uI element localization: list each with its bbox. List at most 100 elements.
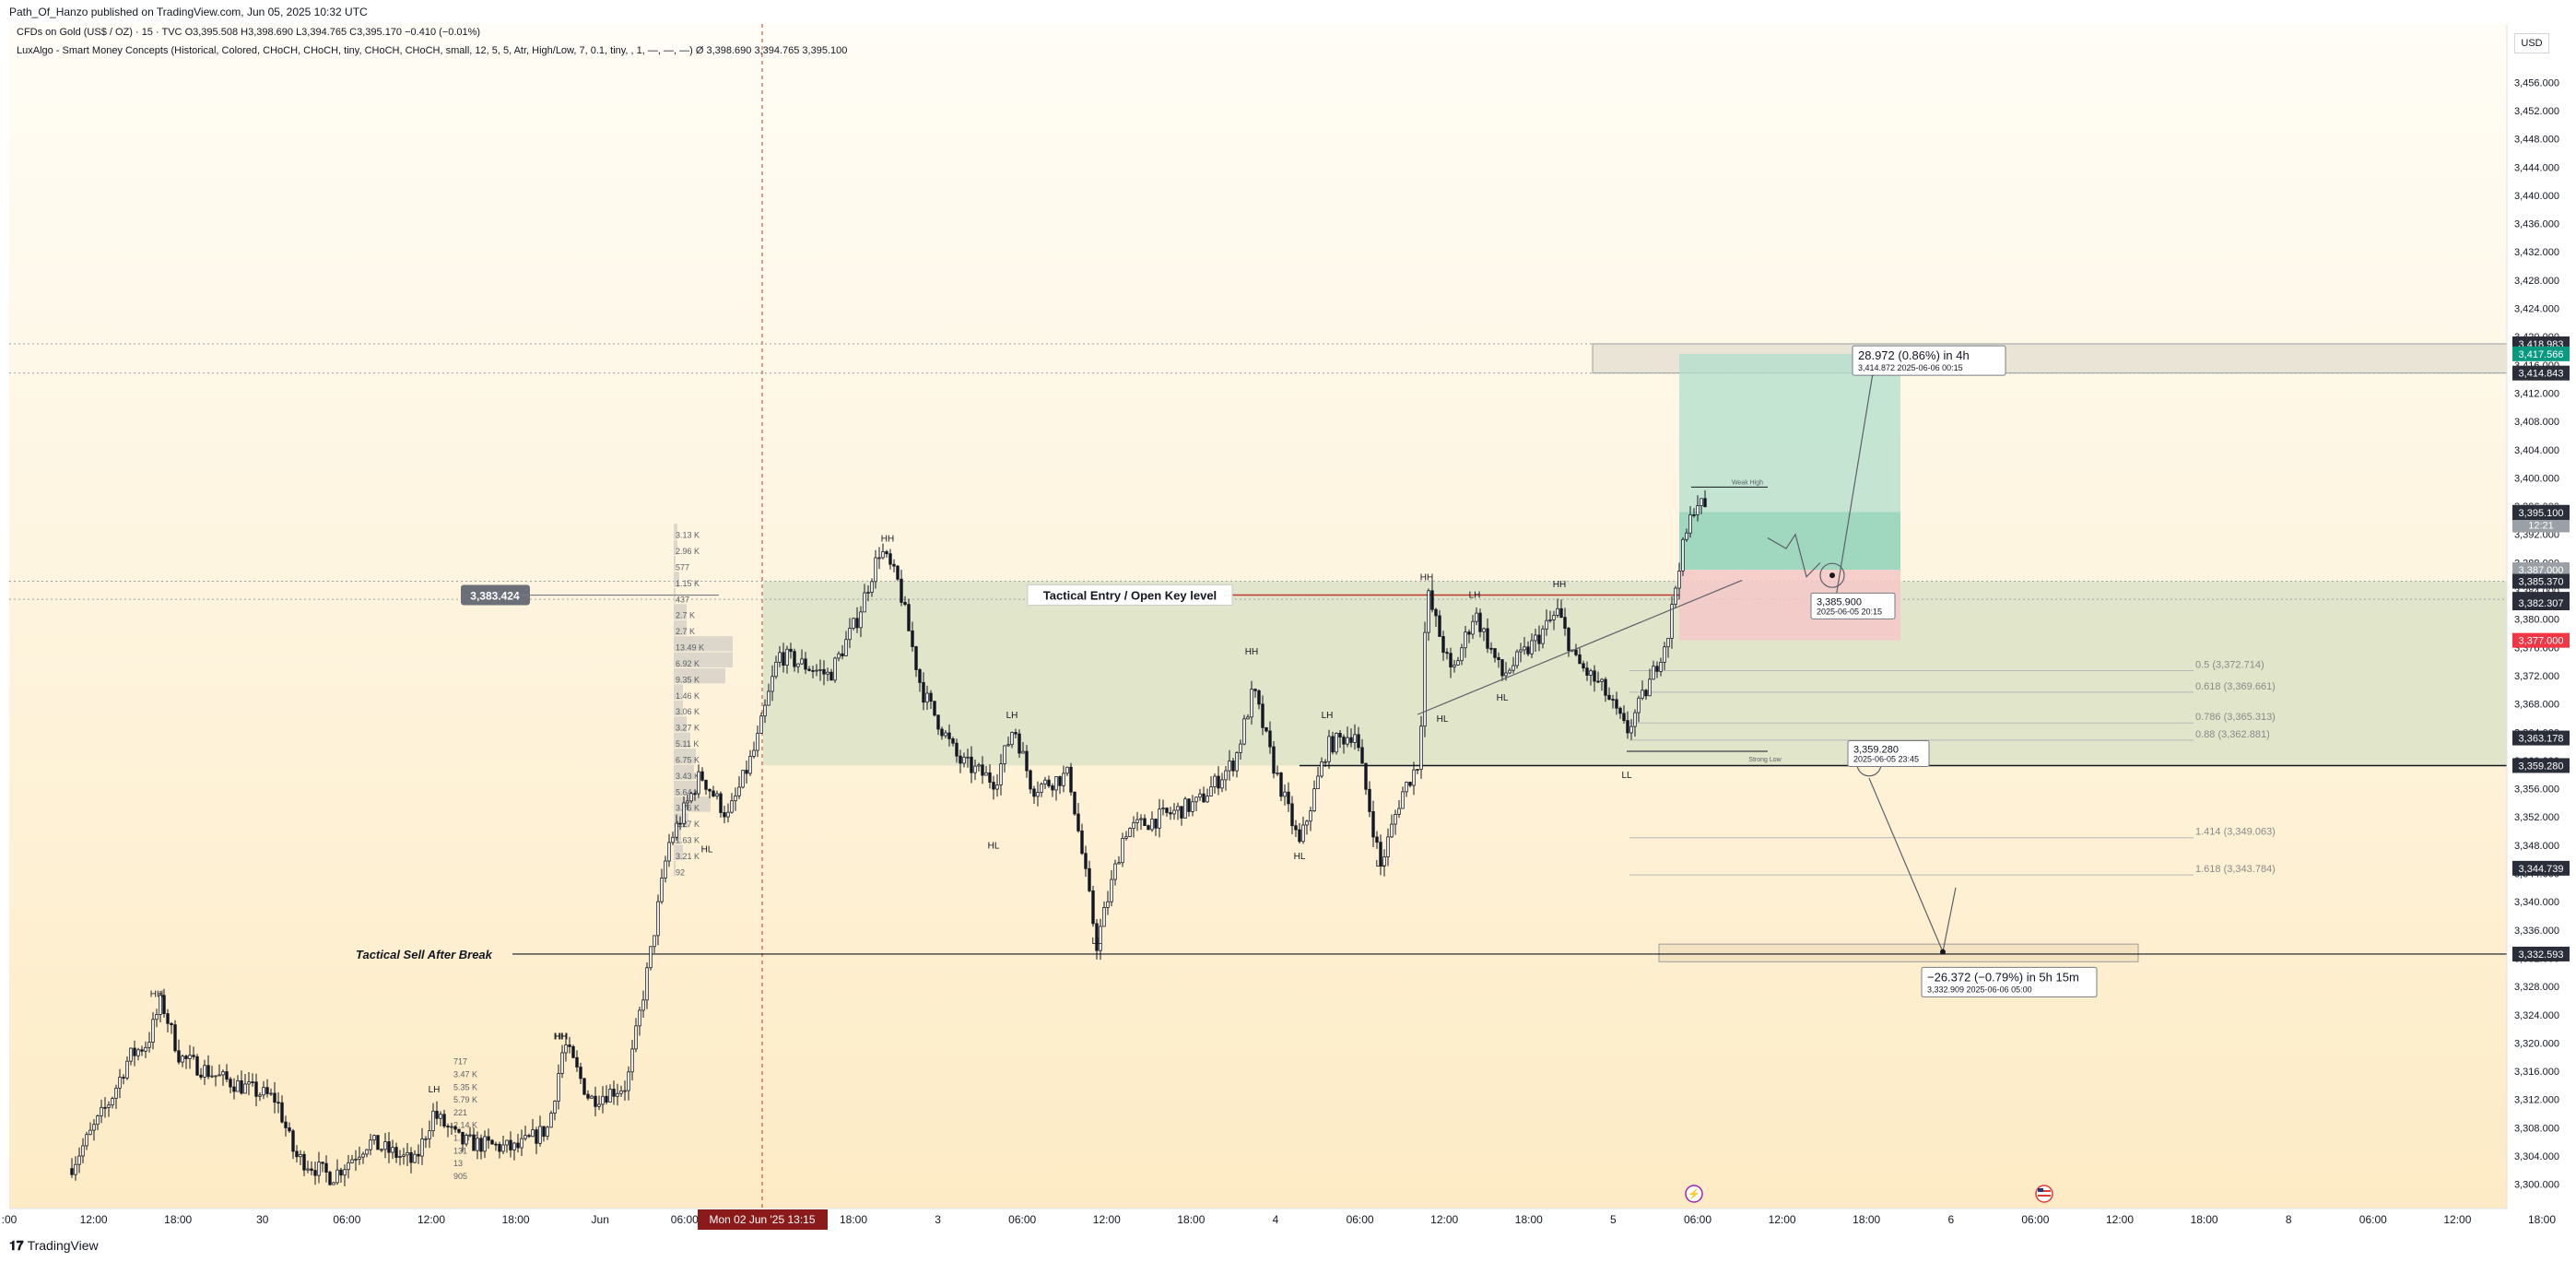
target-circle[interactable] — [1819, 562, 1845, 588]
candle-body-up — [258, 1094, 262, 1097]
candle-body-down — [1169, 812, 1172, 815]
volume-profile-bar — [674, 556, 676, 572]
volume-profile-bar — [674, 700, 683, 716]
candle — [509, 1131, 512, 1158]
projection-arrow-up[interactable] — [1833, 372, 1874, 609]
time-tick-label: 12:00 — [418, 1213, 445, 1226]
candle-body-up — [1099, 926, 1102, 951]
price-tick-label: 3,320.000 — [2514, 1038, 2559, 1049]
candle-body-down — [1091, 890, 1095, 925]
candle-body-up — [977, 764, 981, 767]
candle-body-down — [206, 1065, 210, 1078]
candle-body-up — [1206, 796, 1209, 803]
measure-callout[interactable] — [1852, 345, 2006, 376]
candle — [1397, 799, 1401, 819]
axis-price-badge[interactable] — [2512, 758, 2570, 773]
candle-body-up — [129, 1047, 133, 1062]
volume-profile-label: 437 — [676, 595, 689, 604]
axis-price-badge[interactable] — [2512, 562, 2570, 578]
measure-callout[interactable] — [1810, 592, 1896, 619]
candle — [1051, 783, 1054, 797]
candle-body-up — [1346, 737, 1349, 745]
candle — [590, 1094, 594, 1099]
candle — [870, 578, 874, 597]
axis-price-badge[interactable] — [2512, 365, 2570, 381]
footer-brand[interactable]: 𝟏𝟕 TradingView — [9, 1238, 99, 1253]
left-price-tag[interactable] — [461, 584, 530, 606]
candle — [1224, 765, 1228, 791]
measure-callout[interactable] — [1921, 966, 2098, 997]
lightning-icon[interactable] — [1685, 1185, 1703, 1203]
candle — [1246, 714, 1250, 720]
axis-price-badge[interactable] — [2512, 730, 2570, 746]
candle-body-down — [1165, 808, 1169, 813]
candle-body-up — [100, 1106, 103, 1116]
measure-callout-line2: 3,332.909 2025-06-06 05:00 — [1927, 985, 2032, 994]
candle-body-down — [700, 771, 704, 781]
candle-body-up — [335, 1169, 339, 1184]
candle-body-up — [118, 1077, 122, 1089]
candle-body-up — [1183, 798, 1187, 819]
candle-body-down — [1478, 612, 1482, 632]
axis-price-badge[interactable] — [2512, 946, 2570, 961]
candle — [1582, 660, 1585, 672]
candle-body-up — [512, 1142, 516, 1150]
candle — [1305, 820, 1309, 835]
volume-profile-label: 1.15 K — [676, 579, 700, 588]
candle-body-down — [811, 670, 815, 672]
indicator-line[interactable]: LuxAlgo - Smart Money Concepts (Historic… — [17, 45, 848, 56]
candle — [1467, 629, 1471, 643]
axis-price-badge[interactable] — [2512, 346, 2570, 361]
candle — [804, 652, 807, 675]
axis-price-badge[interactable] — [2512, 573, 2570, 589]
candle — [1202, 786, 1206, 803]
candle — [1593, 665, 1596, 692]
currency-button[interactable]: USD — [2514, 33, 2549, 53]
candle-body-up — [1534, 634, 1537, 642]
candle — [1644, 689, 1648, 701]
axis-price-badge[interactable] — [2512, 595, 2570, 610]
candle-body-down — [1574, 649, 1578, 655]
candle-body-down — [1080, 830, 1084, 855]
candle-body-up — [616, 1092, 619, 1097]
us-flag-icon[interactable] — [2035, 1185, 2053, 1203]
volume-profile-bar — [674, 749, 696, 764]
candle — [693, 789, 697, 801]
structure-label: HL — [988, 842, 1000, 852]
candle-body-up — [634, 1025, 638, 1050]
candle — [1674, 585, 1677, 608]
measure-callout[interactable] — [1847, 739, 1930, 767]
time-tick-label: 6 — [1947, 1213, 1954, 1226]
price-tick-label: 3,328.000 — [2514, 982, 2559, 993]
candle-body-up — [852, 618, 855, 629]
candle — [398, 1150, 402, 1166]
candle-body-up — [188, 1055, 192, 1059]
axis-price-badge-text: 3,377.000 — [2519, 636, 2564, 647]
candle-body-down — [594, 1095, 597, 1107]
candle-body-down — [1537, 634, 1541, 644]
candle-body-down — [605, 1095, 608, 1103]
volume-profile-bar — [674, 524, 677, 539]
candle — [1338, 729, 1342, 749]
symbol-name[interactable]: CFDs on Gold (US$ / OZ) · 15 · TVC — [17, 27, 182, 38]
candle — [697, 764, 700, 798]
axis-price-badge[interactable] — [2512, 504, 2570, 520]
candle — [159, 990, 162, 1023]
candle — [1194, 796, 1198, 811]
candle-body-up — [649, 946, 653, 969]
axis-price-badge[interactable] — [2512, 860, 2570, 876]
axis-price-badge[interactable] — [2512, 632, 2570, 648]
candle — [841, 644, 844, 660]
candle-body-up — [737, 786, 741, 796]
trendline[interactable] — [1417, 579, 1743, 715]
candle-body-down — [273, 1092, 276, 1103]
price-tick-label: 3,456.000 — [2514, 77, 2559, 88]
candle-body-down — [1430, 590, 1434, 610]
price-tick-label: 3,340.000 — [2514, 897, 2559, 908]
candle — [966, 749, 970, 768]
time-tick-label: 8 — [2286, 1213, 2292, 1226]
candle — [1618, 706, 1622, 719]
candle — [1084, 845, 1088, 878]
candle — [922, 672, 925, 711]
